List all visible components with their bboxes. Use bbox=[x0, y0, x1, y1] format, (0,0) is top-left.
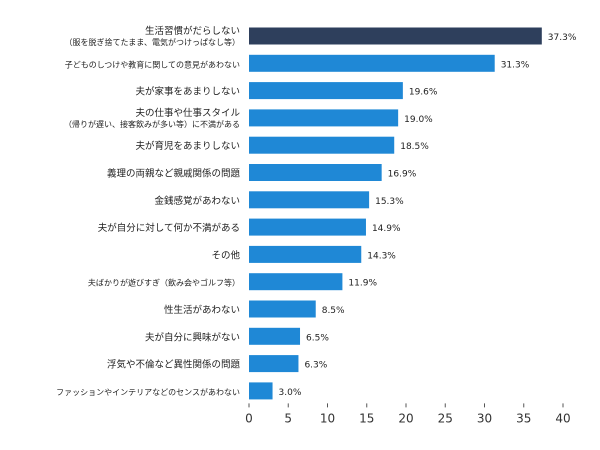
x-tick-label: 15 bbox=[359, 411, 374, 425]
bar bbox=[249, 382, 273, 400]
category-label: 夫が家事をあまりしない bbox=[135, 86, 240, 98]
x-tick-label: 5 bbox=[284, 411, 292, 425]
category-label: 夫が自分に興味がない bbox=[145, 331, 240, 343]
data-label: 31.3% bbox=[501, 60, 530, 70]
category-label: 夫が育児をあまりしない bbox=[135, 140, 240, 152]
category-label: 性生活があわない bbox=[164, 304, 240, 316]
data-label: 19.0% bbox=[404, 115, 433, 125]
x-tick-label: 30 bbox=[477, 411, 492, 425]
data-label: 14.3% bbox=[367, 251, 396, 261]
bar bbox=[249, 245, 362, 263]
data-label: 11.9% bbox=[348, 279, 377, 289]
bar bbox=[249, 54, 495, 72]
data-label: 8.5% bbox=[322, 306, 345, 316]
data-label: 19.6% bbox=[409, 88, 438, 98]
category-label: （服を脱ぎ捨てたまま、電気がつけっぱなし等） bbox=[65, 37, 240, 47]
x-tick-label: 25 bbox=[438, 411, 453, 425]
bar bbox=[249, 327, 301, 345]
data-label: 14.9% bbox=[372, 224, 401, 234]
category-label: その他 bbox=[211, 249, 240, 261]
bar bbox=[249, 300, 316, 318]
category-label: （帰りが遅い、接客飲みが多い等）に不満がある bbox=[64, 119, 240, 129]
category-label: 子どものしつけや教育に関しての意見があわない bbox=[65, 59, 240, 69]
bar bbox=[249, 109, 399, 127]
category-label: 夫が自分に対して何か不満がある bbox=[98, 222, 240, 234]
bar bbox=[249, 273, 343, 291]
data-label: 3.0% bbox=[279, 388, 302, 398]
bar bbox=[249, 191, 370, 209]
data-label: 6.5% bbox=[306, 333, 329, 343]
category-label: ファッションやインテリアなどのセンスがあわない bbox=[56, 387, 240, 397]
x-tick-label: 20 bbox=[398, 411, 413, 425]
bar bbox=[249, 27, 542, 45]
category-label: 夫ばかりが遊びすぎ（飲み会やゴルフ等） bbox=[88, 278, 240, 288]
bar bbox=[249, 218, 366, 236]
category-label: 義理の両親など親戚関係の問題 bbox=[107, 168, 241, 180]
data-label: 18.5% bbox=[400, 142, 429, 152]
category-label: 金銭感覚があわない bbox=[154, 195, 240, 207]
bar bbox=[249, 136, 395, 154]
category-label: 浮気や不倫など異性関係の問題 bbox=[107, 359, 241, 371]
data-label: 16.9% bbox=[388, 170, 417, 180]
data-label: 6.3% bbox=[304, 361, 327, 371]
category-label: 夫の仕事や仕事スタイル bbox=[135, 107, 240, 119]
x-tick-label: 0 bbox=[245, 411, 253, 425]
bar bbox=[249, 355, 299, 373]
x-tick-label: 35 bbox=[516, 411, 531, 425]
bar bbox=[249, 82, 403, 100]
x-tick-label: 40 bbox=[555, 411, 570, 425]
data-label: 37.3% bbox=[548, 33, 577, 43]
category-label: 生活習慣がだらしない bbox=[145, 25, 240, 37]
x-tick-label: 10 bbox=[320, 411, 335, 425]
data-label: 15.3% bbox=[375, 197, 404, 207]
bar bbox=[249, 164, 382, 181]
